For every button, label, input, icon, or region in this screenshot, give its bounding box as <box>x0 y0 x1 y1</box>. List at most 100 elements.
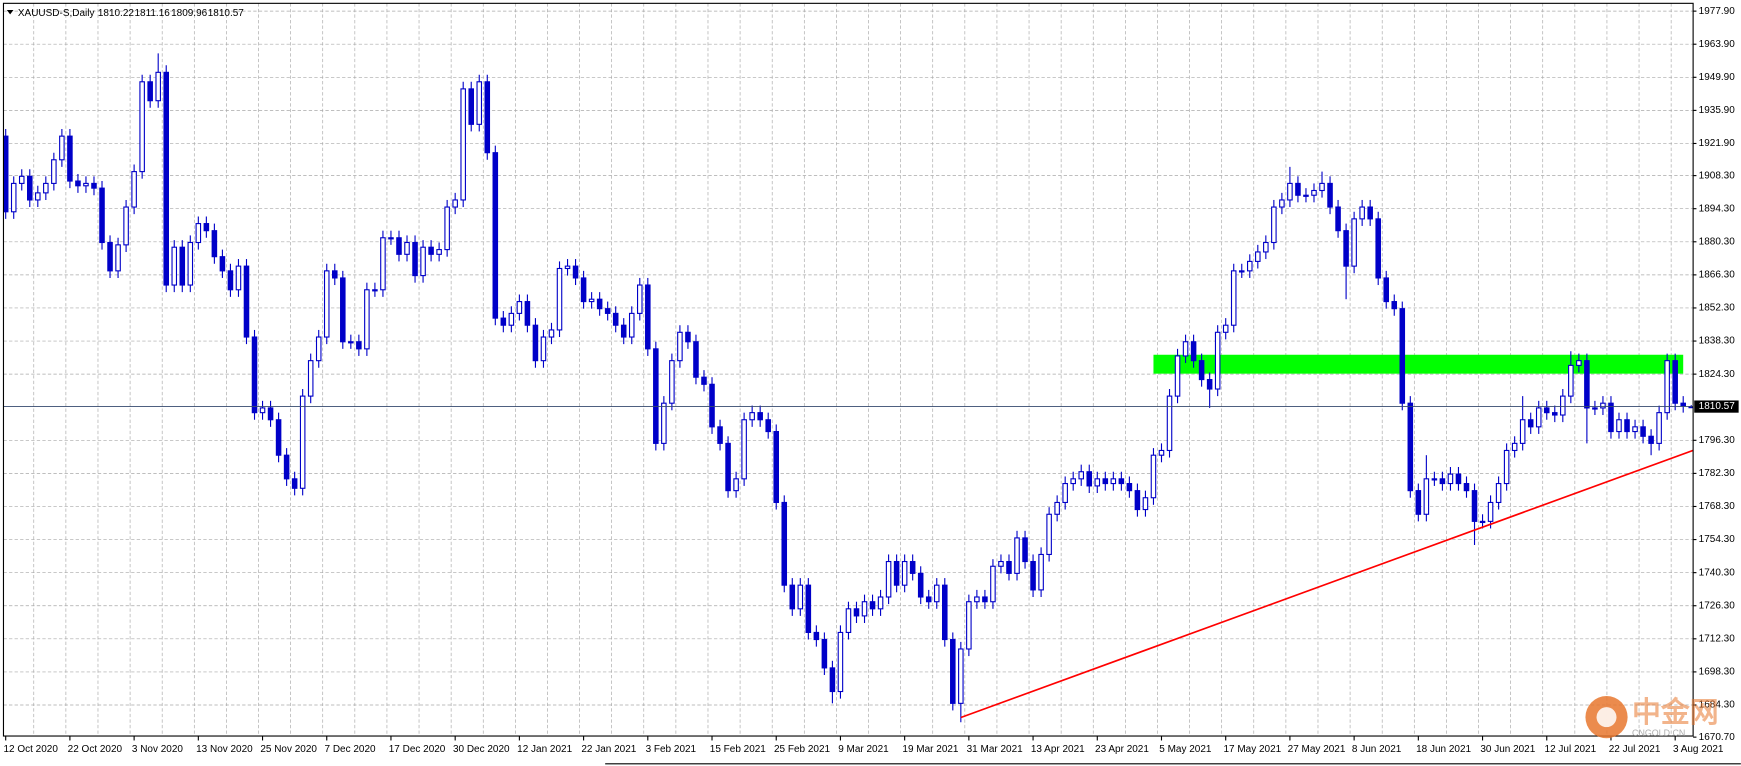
candle-body <box>492 152 499 319</box>
candle-body <box>1311 189 1317 196</box>
candle-body <box>476 81 483 125</box>
candle-body <box>909 560 916 574</box>
candle-body <box>227 270 234 291</box>
price-label: 1810.57 <box>1699 401 1736 412</box>
x-tick-label: 13 Nov 2020 <box>196 744 253 755</box>
candle-body <box>982 596 988 603</box>
candle-body <box>356 341 362 350</box>
candle-body <box>1287 182 1293 201</box>
candle-body <box>364 289 370 350</box>
candle-body <box>1560 395 1566 416</box>
candle-body <box>1335 206 1341 232</box>
candle-body <box>139 81 145 173</box>
candle-body <box>765 419 771 433</box>
candle-body <box>637 284 643 314</box>
y-tick-label: 1908.30 <box>1699 170 1736 181</box>
candle-body <box>388 237 394 240</box>
plot-frame <box>2 2 1694 737</box>
candle-body <box>693 341 699 378</box>
candle-body <box>1423 478 1430 515</box>
candle-body <box>853 608 860 617</box>
candle-body <box>420 246 426 277</box>
candle-body <box>974 596 980 603</box>
candle-body <box>468 88 475 125</box>
candle-body <box>123 206 129 246</box>
candle-body <box>1543 407 1550 414</box>
y-tick-label: 1670.70 <box>1699 732 1736 743</box>
price-label-box <box>1694 400 1739 413</box>
candle-body <box>1415 490 1422 515</box>
candle-body <box>548 329 555 338</box>
candle-body <box>717 426 723 444</box>
candle-body <box>966 601 972 650</box>
candle-body <box>1503 449 1510 485</box>
candle-body <box>235 265 242 291</box>
candle-body <box>43 182 49 194</box>
candle-body <box>428 246 434 255</box>
candle-body <box>1030 560 1036 591</box>
candle-body <box>203 223 210 232</box>
x-tick-label: 22 Jan 2021 <box>581 744 636 755</box>
candle-body <box>99 187 105 244</box>
candle-body <box>564 265 571 270</box>
candle-body <box>958 648 964 704</box>
menu-triangle[interactable] <box>6 9 14 15</box>
candle-body <box>147 81 153 102</box>
candle-body <box>315 336 322 362</box>
candle-body <box>516 301 523 314</box>
candle-body <box>323 270 330 338</box>
candle-body <box>1535 407 1542 428</box>
header-close: 1810.57 <box>208 8 245 19</box>
x-tick-label: 3 Nov 2020 <box>132 744 184 755</box>
y-tick-label: 1977.90 <box>1699 6 1736 17</box>
candle-body <box>1110 478 1117 485</box>
candle-body <box>484 81 491 154</box>
x-tick-label: 15 Feb 2021 <box>710 744 767 755</box>
candle-body <box>1439 478 1446 485</box>
y-tick-label: 1726.30 <box>1699 600 1736 611</box>
candle-body <box>885 560 892 598</box>
candle-body <box>1247 260 1253 272</box>
x-tick-label: 27 May 2021 <box>1288 744 1346 755</box>
x-tick-label: 12 Jul 2021 <box>1545 744 1597 755</box>
candle-body <box>1062 482 1068 504</box>
x-tick-label: 23 Apr 2021 <box>1095 744 1149 755</box>
candle-body <box>1263 241 1269 253</box>
candle-body <box>131 171 137 208</box>
candle-body <box>27 175 33 201</box>
x-tick-label: 9 Mar 2021 <box>838 744 889 755</box>
candle-body <box>211 230 218 258</box>
candle-body <box>1255 251 1261 262</box>
x-tick-label: 25 Feb 2021 <box>774 744 831 755</box>
candle-body <box>59 135 65 161</box>
candle-body <box>1359 206 1365 220</box>
candle-body <box>1519 419 1526 444</box>
candle-body <box>1022 537 1028 563</box>
candle-body <box>990 565 996 603</box>
candle-body <box>267 407 274 421</box>
candle-body <box>829 667 836 693</box>
x-tick-label: 3 Aug 2021 <box>1673 744 1724 755</box>
candle-body <box>1094 478 1101 487</box>
candle-body <box>163 71 169 286</box>
x-tick-label: 12 Jan 2021 <box>517 744 572 755</box>
x-tick-label: 25 Nov 2020 <box>260 744 317 755</box>
candle-body <box>500 317 507 326</box>
candle-body <box>1407 402 1414 492</box>
candle-body <box>1319 182 1325 192</box>
candle-body <box>452 199 458 208</box>
header-high: 1811.16 <box>134 8 170 19</box>
candle-body <box>1182 341 1189 357</box>
candle-body <box>901 560 908 586</box>
candle-body <box>580 277 587 303</box>
candle-body <box>588 298 595 303</box>
candle-body <box>1046 513 1052 556</box>
candle-body <box>669 360 675 404</box>
candle-body <box>91 182 97 189</box>
candle-body <box>685 331 691 343</box>
candle-body <box>340 277 346 343</box>
x-tick-label: 19 Mar 2021 <box>902 744 959 755</box>
candle-body <box>1126 482 1133 492</box>
candle-body <box>1664 360 1670 414</box>
